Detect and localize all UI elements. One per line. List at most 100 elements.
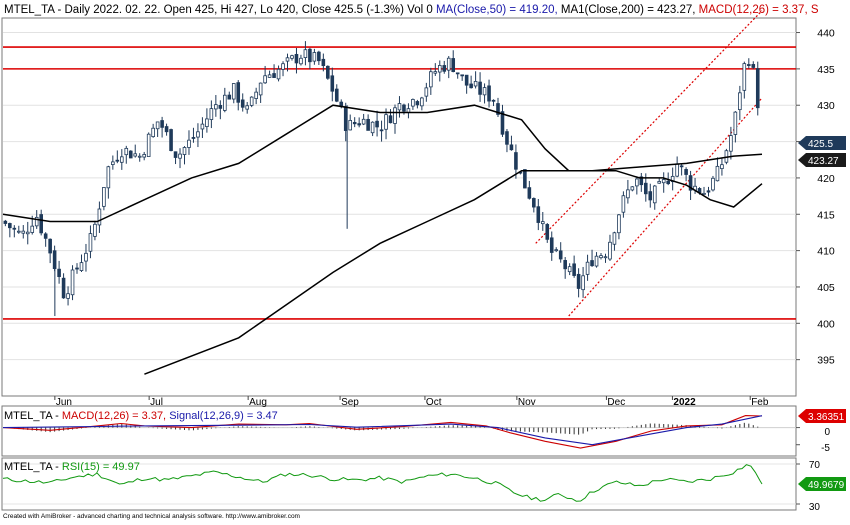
ma200-line — [144, 153, 763, 375]
candle-body — [545, 224, 550, 240]
candle-body — [312, 52, 317, 62]
price-tick-label: 400 — [817, 318, 835, 330]
candle-body — [61, 277, 66, 299]
candle-body — [128, 150, 133, 159]
candle-body — [263, 75, 267, 84]
candle-body — [563, 260, 567, 270]
candle-body — [424, 87, 429, 97]
candle-body — [661, 179, 666, 184]
candle-body — [294, 53, 299, 64]
rsi-badge-text: 49.9679 — [808, 480, 845, 491]
candle-body — [572, 263, 576, 276]
candle-body — [93, 223, 97, 237]
candle-body — [527, 187, 532, 199]
candle-body — [635, 178, 639, 187]
rsi-tick-label: 70 — [809, 460, 821, 471]
candle-body — [209, 108, 214, 120]
candle-body — [111, 161, 115, 165]
candle-body — [303, 49, 308, 58]
rsi-panel-ticks: 70 30 — [809, 460, 821, 513]
candle-body — [160, 120, 164, 128]
candle-body — [473, 81, 478, 87]
candle-body — [402, 104, 406, 112]
candle-body — [317, 51, 321, 62]
candle-body — [39, 214, 43, 234]
close-price-badge: 425.5 — [808, 139, 833, 150]
title-ohlc: - Daily 2022. 02. 22. Open 425, Hi 427, … — [54, 4, 436, 16]
rsi-title-label: RSI(15) = 49.97 — [62, 461, 140, 473]
candle-body — [16, 230, 21, 233]
candle-body — [688, 175, 693, 191]
candle-body — [334, 88, 339, 102]
candle-body — [137, 155, 142, 158]
candle-body — [276, 68, 281, 80]
rsi-panel-title: MTEL_TA - RSI(15) = 49.97 — [4, 461, 140, 473]
candle-body — [79, 262, 84, 271]
ma50-line — [2, 104, 763, 223]
candle-body — [411, 99, 415, 107]
candle-body — [599, 255, 603, 259]
candle-body — [554, 249, 559, 252]
month-label: Feb — [751, 397, 769, 408]
candle-body — [455, 72, 460, 75]
resistance-support-lines — [3, 46, 796, 320]
candle-body — [66, 293, 70, 299]
candle-body — [576, 273, 581, 289]
candle-body — [133, 153, 138, 157]
candle-body — [120, 156, 124, 163]
candle-body — [240, 99, 245, 108]
candle-body — [352, 122, 357, 125]
candle-body — [258, 82, 263, 96]
month-label: Dec — [607, 397, 625, 408]
candle-body — [370, 121, 375, 134]
candle-body — [460, 74, 464, 77]
candle-body — [231, 83, 236, 100]
candle-body — [684, 169, 688, 175]
candle-body — [281, 63, 285, 70]
title-symbol: MTEL_TA — [4, 4, 55, 16]
trend-channel — [535, 10, 763, 317]
candle-body — [339, 101, 344, 107]
candle-body — [751, 64, 756, 68]
candle-body — [88, 233, 93, 252]
month-label: Aug — [249, 397, 267, 408]
price-panel-frame — [1, 17, 797, 397]
candle-body — [366, 118, 370, 131]
candle-body — [437, 65, 442, 73]
price-y-axis: 395400405410415420425430435440 — [796, 28, 835, 367]
candle-body — [267, 74, 272, 78]
rsi-value-badge: 49.9679 — [798, 477, 846, 491]
price-tick-label: 405 — [817, 282, 835, 294]
candle-body — [3, 220, 8, 224]
candle-body — [464, 74, 469, 86]
candle-body — [558, 250, 563, 260]
close-price-badge-bg — [798, 136, 846, 150]
candle-body — [581, 275, 585, 291]
title-ma50: MA(Close,50) = 419.20, — [436, 4, 561, 16]
candle-body — [487, 85, 491, 102]
candle-body — [102, 187, 106, 207]
candle-body — [532, 198, 536, 208]
macd-title-macd: MACD(12,26) = 3.37, — [62, 410, 169, 422]
candle-body — [21, 230, 26, 234]
candle-body — [155, 121, 160, 130]
candle-body — [657, 181, 662, 184]
macd-panel-frame — [1, 405, 797, 457]
candle-body — [214, 104, 218, 110]
candle-body — [720, 164, 724, 170]
macd-tick-label: -5 — [821, 443, 830, 454]
candle-body — [142, 154, 146, 158]
candle-body — [361, 118, 366, 125]
candle-body — [182, 147, 187, 155]
title-macd: MACD(12,26) = 3.37, S — [699, 4, 819, 16]
macd-value-badge: 3.36351 — [798, 409, 846, 423]
candle-body — [478, 81, 482, 95]
month-label: Jul — [150, 397, 163, 408]
candle-body — [585, 261, 590, 275]
price-badges: 425.5 423.27 — [798, 136, 846, 167]
candle-body — [451, 58, 456, 72]
month-label: Jun — [56, 397, 72, 408]
candle-body — [236, 82, 241, 103]
candle-body — [715, 165, 720, 182]
